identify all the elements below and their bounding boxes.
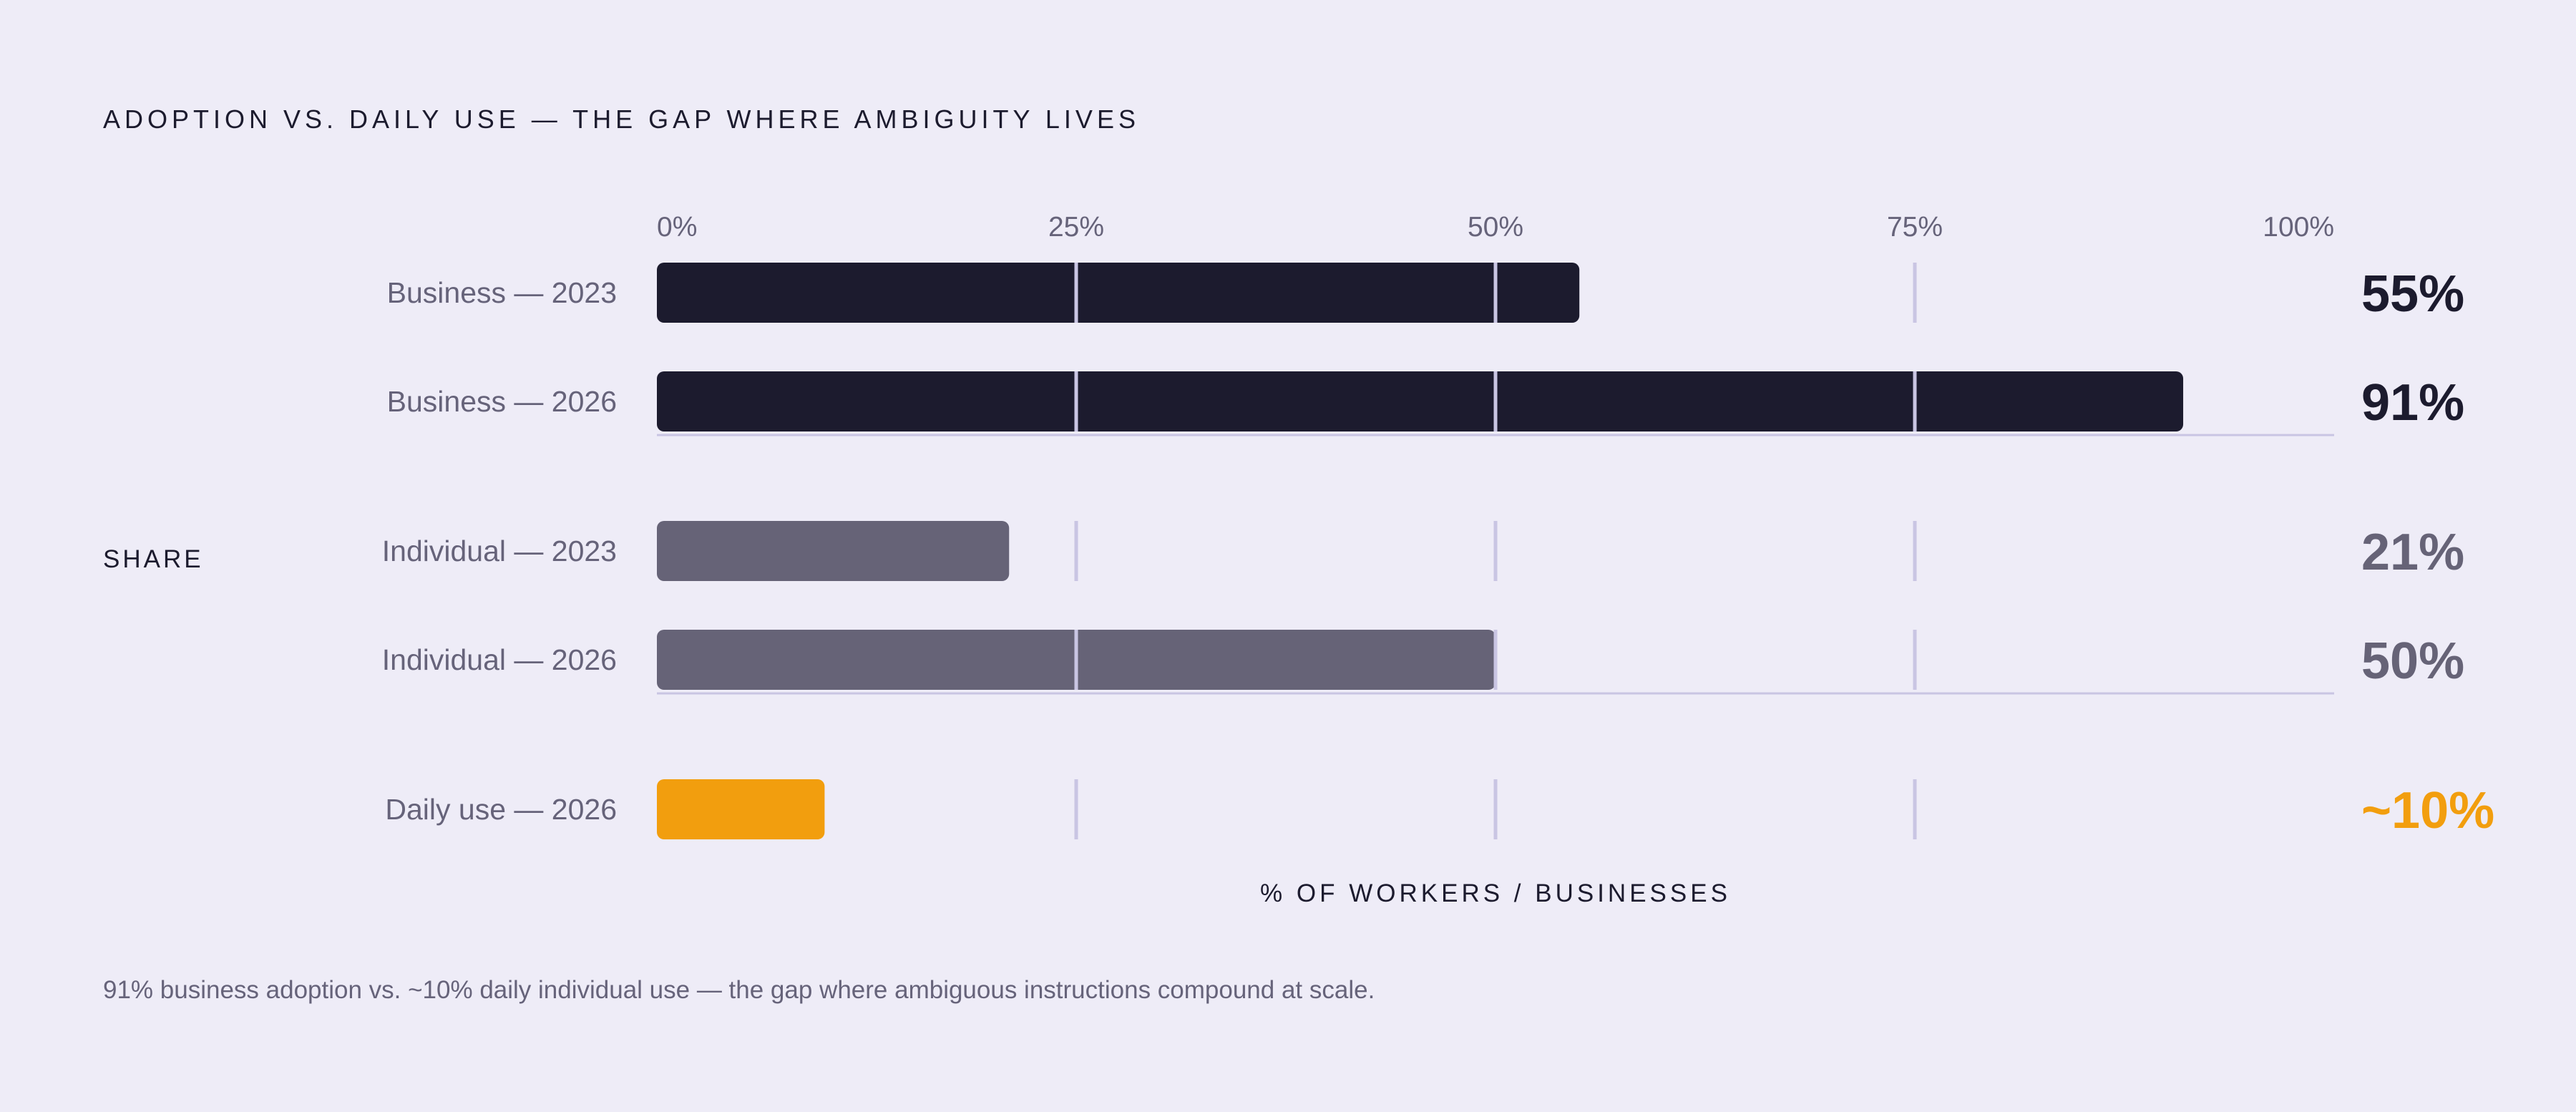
value-label: 91%	[2361, 374, 2464, 431]
value-label: ~10%	[2361, 782, 2494, 839]
x-tick-label: 100%	[2263, 212, 2334, 243]
bar	[657, 521, 1010, 581]
value-label: 55%	[2361, 265, 2464, 323]
category-label: Business — 2023	[387, 276, 617, 309]
bar	[657, 779, 825, 839]
category-label: Individual — 2026	[382, 643, 617, 676]
bar	[657, 263, 1580, 323]
y-axis-label: SHARE	[103, 545, 204, 573]
x-axis-label: % OF WORKERS / BUSINESSES	[1260, 879, 1731, 907]
value-label: 21%	[2361, 524, 2464, 581]
x-tick-label: 75%	[1887, 212, 1943, 243]
category-label: Daily use — 2026	[385, 793, 617, 826]
category-label: Individual — 2023	[382, 535, 617, 567]
x-tick-label: 50%	[1468, 212, 1523, 243]
bar	[657, 371, 2184, 431]
x-tick-label: 25%	[1048, 212, 1104, 243]
chart-caption: 91% business adoption vs. ~10% daily ind…	[103, 976, 1375, 1004]
category-label: Business — 2026	[387, 385, 617, 418]
chart-title: ADOPTION VS. DAILY USE — THE GAP WHERE A…	[103, 104, 1140, 134]
x-tick-label: 0%	[657, 212, 697, 243]
value-label: 50%	[2361, 633, 2464, 690]
